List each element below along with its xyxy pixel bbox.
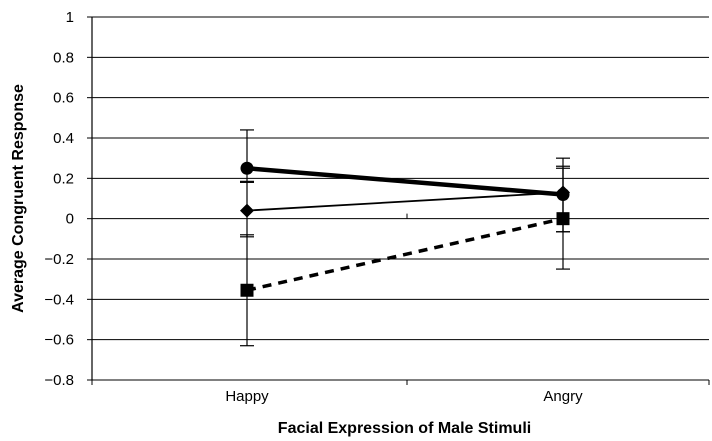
gridlines (92, 16, 709, 381)
series-markers (240, 161, 570, 297)
y-tick-label: −0.8 (44, 372, 74, 389)
y-axis-title: Average Congruent Response (10, 84, 27, 313)
y-tick-labels: 1 0.8 0.6 0.4 0.2 0 −0.2 −0.4 −0.6 −0.8 (44, 9, 74, 389)
data-point-diamond (556, 185, 570, 200)
series-line-square (246, 216, 564, 292)
y-tick-label: 0.4 (53, 130, 74, 147)
series-line-diamond (246, 191, 564, 212)
y-tick-label: −0.2 (44, 251, 74, 268)
y-tick-label: 0.8 (53, 49, 74, 66)
series-line-circle (246, 166, 564, 197)
axes (87, 16, 710, 385)
x-tick-labels: Happy Angry (225, 388, 583, 405)
data-point-diamond (240, 203, 254, 218)
y-tick-label: −0.6 (44, 332, 74, 349)
y-tick-label: −0.4 (44, 291, 74, 308)
y-tick-label: 0.2 (53, 170, 74, 187)
error-bars (240, 129, 570, 347)
x-tick-label: Happy (225, 388, 269, 405)
x-tick-label: Angry (543, 388, 583, 405)
y-tick-label: 0 (66, 211, 74, 228)
y-tick-label: 0.6 (53, 90, 74, 107)
data-point-square (240, 283, 254, 297)
data-point-circle (240, 161, 254, 175)
data-point-square (556, 212, 570, 226)
y-tick-label: 1 (66, 9, 74, 26)
series-lines (246, 166, 564, 292)
x-axis-title: Facial Expression of Male Stimuli (278, 420, 531, 437)
